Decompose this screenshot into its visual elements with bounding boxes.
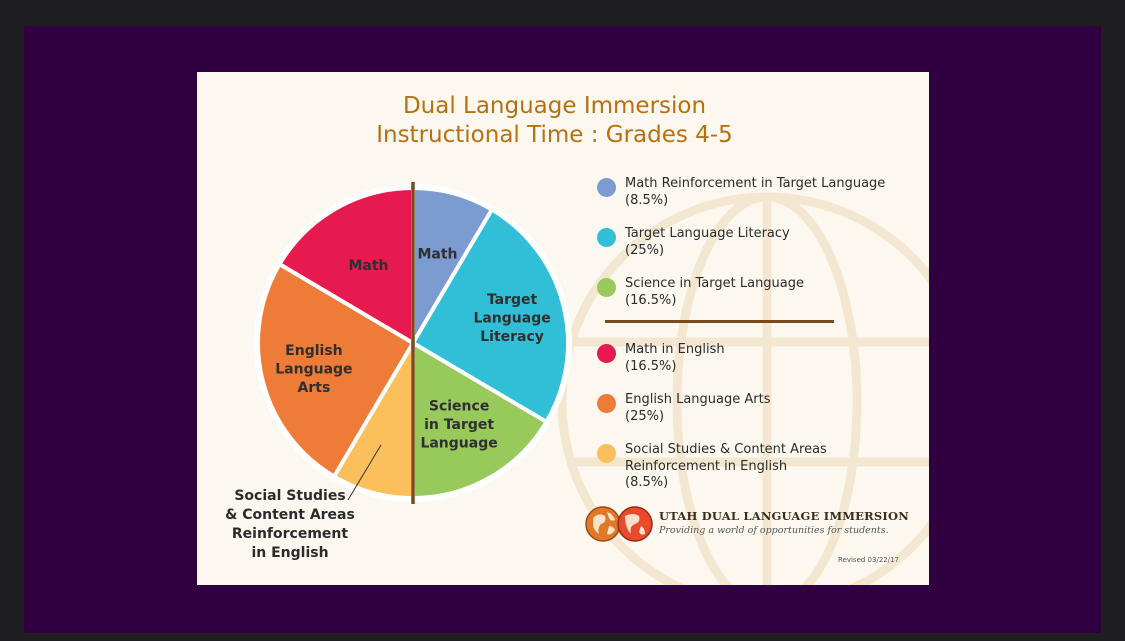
chart-title: Dual Language Immersion Instructional Ti… [197, 92, 912, 150]
legend-swatch [597, 394, 616, 413]
legend-swatch [597, 228, 616, 247]
globe-watermark-icon [557, 192, 929, 585]
legend-swatch [597, 444, 616, 463]
slice-label: English Language Arts [275, 343, 352, 396]
legend-label: English Language Arts [625, 392, 771, 407]
legend-divider [605, 320, 834, 323]
legend-label: Math in English [625, 342, 725, 357]
logo-text: UTAH DUAL LANGUAGE IMMERSION Providing a… [659, 509, 919, 536]
ss-label-line: in English [251, 545, 329, 561]
logo-tagline: Providing a world of opportunities for s… [659, 525, 889, 536]
legend-percent: (8.5%) [625, 475, 669, 490]
legend-label: Social Studies & Content Areas [625, 442, 827, 457]
slice-label: Target Language Literacy [473, 292, 550, 345]
globe-logo-icon [585, 506, 653, 542]
legend-label: Science in Target Language [625, 276, 805, 291]
slice-label: Math [348, 258, 388, 274]
legend-percent: (16.5%) [625, 358, 677, 374]
legend-label: Math Reinforcement in Target Language [625, 176, 886, 191]
legend-swatch [597, 278, 616, 297]
pie-slice [411, 341, 549, 500]
social-studies-callout-line [347, 444, 382, 501]
slice-label: Science in Target Language [420, 398, 497, 451]
pie-slice [256, 262, 415, 479]
legend-swatch [597, 344, 616, 363]
pie-chart: Math Target Language Literacy Science in Targ… [254, 182, 572, 504]
social-studies-callout-label: Social Studies & Content Areas Reinforce… [215, 487, 365, 563]
legend-label: Target Language Literacy [625, 226, 790, 241]
ss-label-line: Reinforcement [231, 526, 349, 542]
legend-percent: (8.5%) [625, 192, 669, 208]
title-line-2: Instructional Time : Grades 4-5 [376, 122, 733, 148]
infographic-slide: Dual Language Immersion Instructional Ti… [197, 72, 929, 585]
legend-percent: (25%) [625, 408, 665, 424]
slide-frame: Dual Language Immersion Instructional Ti… [24, 26, 1101, 633]
slice-label: Math [417, 246, 457, 262]
legend-percent: (16.5%) [625, 292, 677, 308]
title-line-1: Dual Language Immersion [402, 93, 707, 119]
legend-swatch [597, 178, 616, 197]
ss-label-line: & Content Areas [225, 507, 355, 523]
pie-slice [277, 186, 415, 345]
revised-date: Revised 03/22/17 [837, 556, 899, 564]
ss-label-line: Social Studies [234, 488, 346, 504]
legend-label: Reinforcement in English [625, 458, 788, 474]
pie-slice [411, 207, 570, 424]
logo-title: UTAH DUAL LANGUAGE IMMERSION [659, 509, 909, 523]
legend-percent: (25%) [625, 242, 665, 258]
